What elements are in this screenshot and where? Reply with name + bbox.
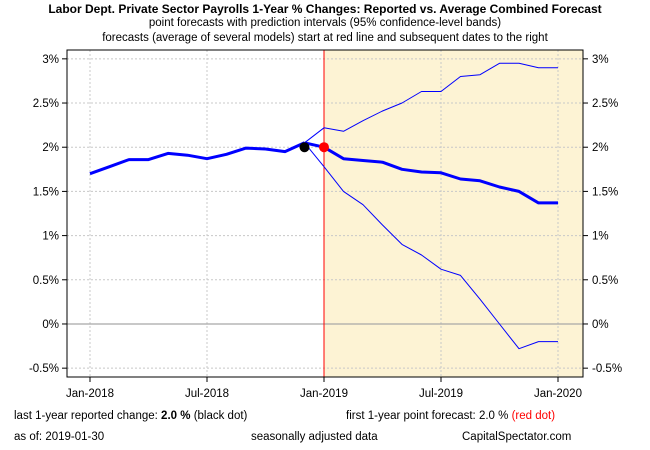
y-tick-right-label: -0.5% — [592, 363, 622, 375]
y-tick-right-label: 0.5% — [592, 275, 618, 287]
first-forecast-label: first 1-year point forecast: — [346, 410, 476, 422]
y-tick-right-label: 2% — [592, 142, 609, 154]
footer-last-change: last 1-year reported change: 2.0 % (blac… — [14, 410, 247, 422]
forecast-shaded-region — [324, 50, 583, 377]
reported-dot — [299, 142, 310, 153]
x-tick-label: Jan-2018 — [66, 388, 114, 400]
y-tick-left-label: 1% — [42, 231, 59, 243]
y-tick-right-label: 1.5% — [592, 186, 618, 198]
series-line-4 — [304, 142, 558, 350]
axis-ticks: -0.5% -0.5% 0% 0% 0.5% 0.5% 1% 1% 1.5% 1.5% 2% 2% 2.… — [29, 54, 622, 400]
first-forecast-unit: % — [498, 410, 509, 422]
plot-frame — [66, 49, 584, 378]
x-tick-label: Jan-2020 — [534, 388, 582, 400]
y-tick-right-label: 1% — [592, 231, 609, 243]
y-tick-left-label: 0% — [42, 319, 59, 331]
y-tick-right-label: 0% — [592, 319, 609, 331]
markers-group — [299, 142, 329, 153]
y-tick-left-label: 2.5% — [33, 98, 59, 110]
footer-source: CapitalSpectator.com — [462, 431, 572, 443]
chart-title: Labor Dept. Private Sector Payrolls 1-Ye… — [48, 2, 602, 16]
series-line-1 — [89, 141, 306, 176]
footer-seasonal-note: seasonally adjusted data — [251, 431, 378, 443]
series-group — [89, 62, 558, 350]
y-tick-left-label: 0.5% — [33, 275, 59, 287]
x-tick-label: Jul-2018 — [185, 388, 229, 400]
last-change-value: 2.0 — [161, 410, 178, 422]
series-line-2 — [304, 141, 558, 205]
x-tick-label: Jul-2019 — [419, 388, 463, 400]
first-forecast-value: 2.0 — [478, 410, 495, 422]
last-change-note: (black dot) — [193, 410, 248, 422]
chart-subtitle-2: forecasts (average of several models) st… — [102, 32, 548, 44]
footer-first-forecast: first 1-year point forecast: 2.0 % (red … — [346, 410, 555, 422]
y-tick-right-label: 2.5% — [592, 98, 618, 110]
footer-as-of: as of: 2019-01-30 — [14, 431, 104, 443]
chart-subtitle-1: point forecasts with prediction interval… — [148, 17, 502, 29]
as-of-date: 2019-01-30 — [45, 431, 105, 443]
x-tick-label: Jan-2019 — [300, 388, 348, 400]
series-line-3 — [304, 62, 558, 144]
y-tick-left-label: 2% — [42, 142, 59, 154]
forecast-dot — [319, 142, 329, 153]
first-forecast-note: (red dot) — [511, 410, 556, 422]
as-of-label: as of: — [14, 431, 43, 443]
y-tick-right-label: 3% — [592, 54, 609, 66]
last-change-label: last 1-year reported change: — [14, 410, 158, 422]
y-tick-left-label: 3% — [42, 54, 59, 66]
y-tick-left-label: -0.5% — [29, 363, 59, 375]
y-tick-left-label: 1.5% — [33, 186, 59, 198]
last-change-unit: % — [180, 410, 191, 422]
